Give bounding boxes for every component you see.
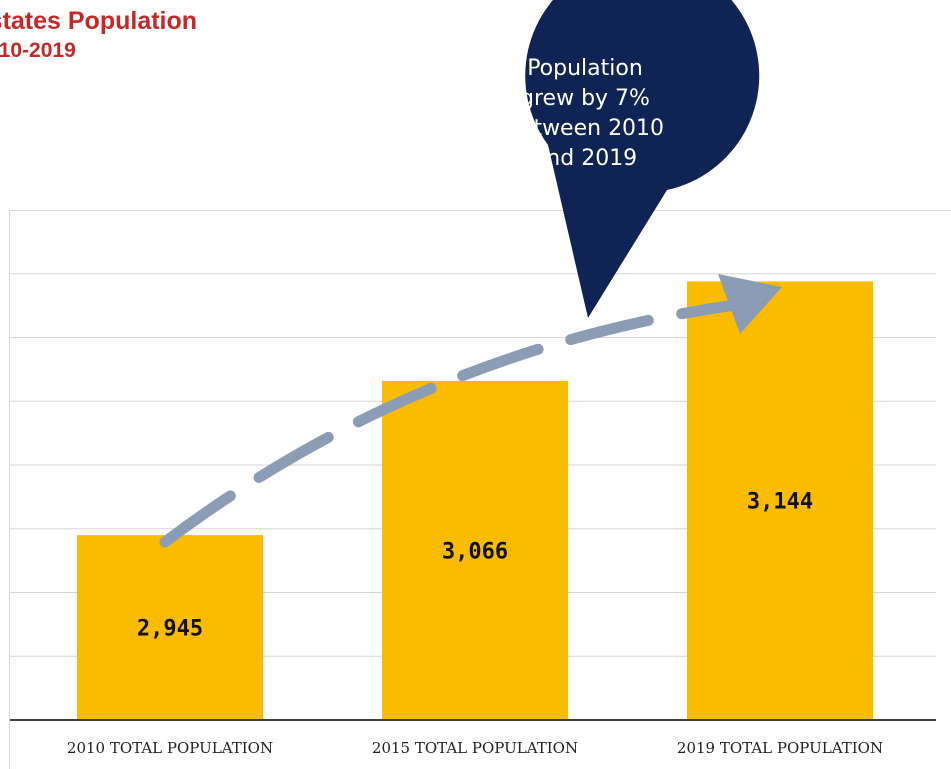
bar-value-label-2: 3,066 — [442, 539, 508, 564]
x-tick-label-1: 2010 TOTAL POPULATION — [67, 739, 273, 757]
trend-arrow — [159, 274, 782, 548]
value-labels: 2,945 3,066 3,144 — [137, 490, 813, 642]
callout-line-4: and 2019 — [532, 146, 638, 171]
x-tick-label-3: 2019 TOTAL POPULATION — [677, 739, 883, 757]
callout-line-3: between 2010 — [505, 116, 665, 141]
bar-3 — [687, 281, 873, 720]
bar-2 — [382, 380, 568, 720]
chart-title-line-2: 010-2019 — [0, 39, 76, 62]
bar-value-label-3: 3,144 — [747, 490, 813, 515]
callout-bubble — [525, 0, 760, 318]
chart-title: Estates Population 010-2019 — [0, 0, 420, 70]
trend-arrow-head — [718, 274, 782, 334]
callout-text: Population grew by 7% between 2010 and 2… — [470, 54, 700, 174]
callout-line-1: Population — [527, 56, 643, 81]
x-tick-label-2: 2015 TOTAL POPULATION — [372, 739, 578, 757]
chart-frame — [9, 210, 951, 769]
bar-1 — [77, 535, 263, 720]
callout-line-2: grew by 7% — [520, 86, 650, 111]
category-labels: 2010 TOTAL POPULATION 2015 TOTAL POPULATI… — [67, 739, 883, 757]
chart-title-line-1: Estates Population — [0, 7, 198, 35]
bars — [77, 281, 873, 720]
trend-arrow-shaft — [159, 299, 741, 548]
bar-value-label-1: 2,945 — [137, 617, 203, 642]
